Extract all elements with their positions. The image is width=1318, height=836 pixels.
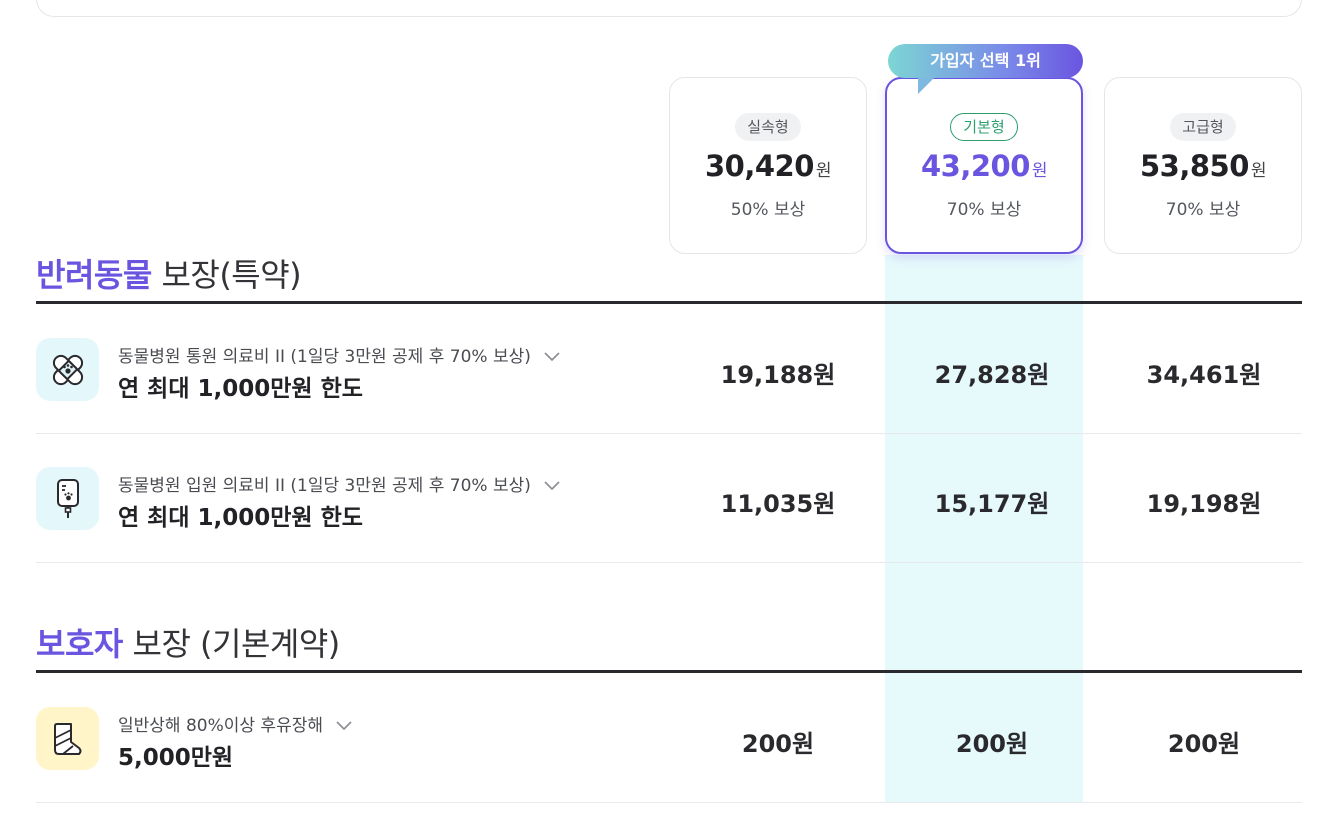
row-value-plan-2: 15,177원 bbox=[934, 490, 1050, 518]
row-value-plan-3: 34,461원 bbox=[1146, 361, 1262, 389]
plan-coverage: 70% 보상 bbox=[1165, 200, 1241, 220]
section-title-pet: 반려동물 보장(특약) bbox=[36, 256, 302, 294]
coverage-item-limit: 연 최대 1,000만원 한도 bbox=[118, 505, 363, 531]
plan-card-basic-saving[interactable]: 실속형 30,420 원 50% 보상 bbox=[669, 77, 867, 254]
row-divider bbox=[36, 433, 1302, 434]
plan-price: 30,420 원 bbox=[704, 149, 832, 183]
row-value-plan-3: 19,198원 bbox=[1146, 490, 1262, 518]
coverage-item-desc[interactable]: 일반상해 80%이상 후유장해 bbox=[118, 711, 352, 736]
section-divider bbox=[36, 301, 1302, 304]
row-value-plan-1: 19,188원 bbox=[720, 361, 836, 389]
row-value-plan-3: 200원 bbox=[1167, 730, 1241, 758]
plan-card-standard[interactable]: 기본형 43,200 원 70% 보상 bbox=[885, 77, 1083, 254]
bandage-paw-icon bbox=[36, 338, 99, 401]
row-value-plan-1: 200원 bbox=[741, 730, 815, 758]
plan-card-premium[interactable]: 고급형 53,850 원 70% 보상 bbox=[1104, 77, 1302, 254]
plan-coverage: 70% 보상 bbox=[946, 200, 1022, 220]
section-divider bbox=[36, 670, 1302, 673]
coverage-item-desc[interactable]: 동물병원 통원 의료비 II (1일당 3만원 공제 후 70% 보상) bbox=[118, 342, 560, 367]
row-divider bbox=[36, 562, 1302, 563]
plan-coverage: 50% 보상 bbox=[730, 200, 806, 220]
top-card-edge bbox=[36, 0, 1302, 17]
iv-drip-paw-icon bbox=[36, 467, 99, 530]
chevron-down-icon[interactable] bbox=[544, 476, 560, 496]
row-value-plan-2: 27,828원 bbox=[934, 361, 1050, 389]
plan-tag: 실속형 bbox=[735, 113, 801, 141]
popular-badge: 가입자 선택 1위 bbox=[888, 44, 1083, 78]
row-value-plan-1: 11,035원 bbox=[720, 490, 836, 518]
coverage-item-desc[interactable]: 동물병원 입원 의료비 II (1일당 3만원 공제 후 70% 보상) bbox=[118, 471, 560, 496]
plan-price: 43,200 원 bbox=[920, 149, 1048, 183]
popular-badge-tail bbox=[918, 76, 936, 94]
row-value-plan-2: 200원 bbox=[955, 730, 1029, 758]
plan-tag: 기본형 bbox=[950, 113, 1018, 141]
plan-tag: 고급형 bbox=[1170, 113, 1236, 141]
coverage-item-limit: 5,000만원 bbox=[118, 745, 234, 771]
coverage-item-limit: 연 최대 1,000만원 한도 bbox=[118, 376, 363, 402]
chevron-down-icon[interactable] bbox=[544, 347, 560, 367]
row-divider bbox=[36, 802, 1302, 803]
section-title-guardian: 보호자 보장 (기본계약) bbox=[36, 625, 340, 663]
recommended-plan-column bbox=[885, 255, 1083, 802]
cast-leg-icon bbox=[36, 707, 99, 770]
plan-price: 53,850 원 bbox=[1139, 149, 1267, 183]
chevron-down-icon[interactable] bbox=[336, 716, 352, 736]
